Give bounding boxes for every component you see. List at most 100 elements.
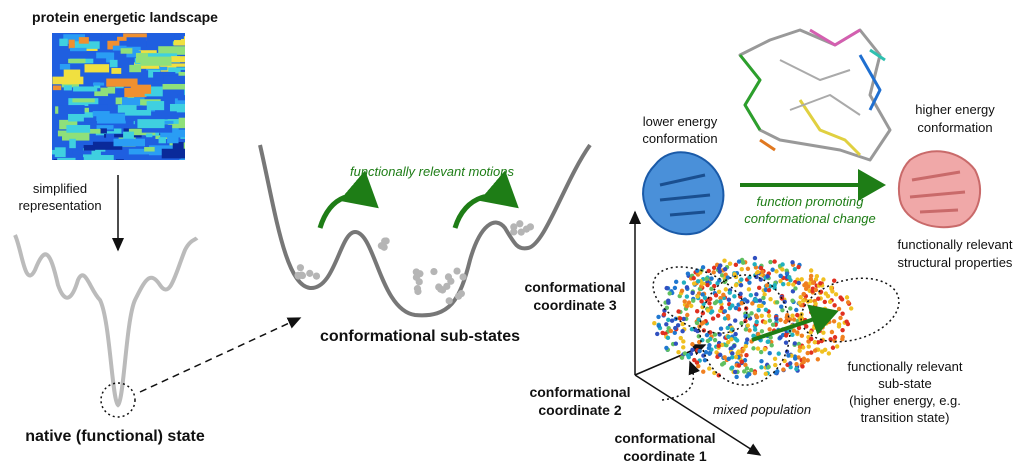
conformation-dot bbox=[834, 344, 840, 349]
conformation-dot bbox=[767, 350, 772, 356]
heat-cell bbox=[163, 75, 185, 83]
conformation-dot bbox=[808, 268, 814, 273]
conformation-dot bbox=[755, 269, 761, 275]
substate-dot bbox=[445, 297, 453, 305]
heat-cell bbox=[57, 130, 73, 137]
conformation-dot bbox=[769, 343, 774, 348]
conformation-dot bbox=[774, 316, 779, 322]
conformation-dot bbox=[689, 303, 694, 309]
heat-cell bbox=[170, 56, 185, 63]
conformation-dot bbox=[707, 351, 712, 356]
heat-cell bbox=[59, 38, 68, 47]
heat-cell bbox=[100, 128, 107, 134]
substate-dot bbox=[443, 282, 451, 290]
conformation-dot bbox=[832, 303, 837, 308]
conformation-dot bbox=[793, 356, 798, 361]
conformation-dot bbox=[718, 263, 723, 268]
conformation-dot bbox=[840, 334, 845, 340]
conformation-dot bbox=[718, 326, 724, 331]
conformation-dot bbox=[709, 276, 714, 281]
conformation-dot bbox=[800, 364, 805, 369]
conformation-dot bbox=[821, 330, 826, 335]
conformation-dot bbox=[667, 291, 672, 296]
conformation-dot bbox=[772, 356, 778, 361]
conformation-dot bbox=[718, 299, 723, 304]
conformation-dot bbox=[705, 308, 711, 313]
conformation-dot bbox=[791, 317, 797, 322]
heat-cell bbox=[94, 91, 109, 97]
conformation-dot bbox=[732, 294, 737, 299]
conformation-dot bbox=[790, 298, 795, 303]
axis-2-label: coordinate 2 bbox=[538, 402, 621, 418]
conformation-dot bbox=[796, 280, 801, 286]
conformation-dot bbox=[705, 282, 710, 288]
transition-label: simplified bbox=[33, 181, 87, 196]
heat-cell bbox=[162, 83, 185, 90]
conformation-dot bbox=[759, 329, 765, 334]
conformation-dot bbox=[682, 299, 687, 304]
higher-label: conformation bbox=[917, 120, 992, 135]
heat-cell bbox=[69, 138, 76, 149]
conformation-dot bbox=[794, 362, 799, 367]
conformation-dot bbox=[712, 337, 718, 343]
conformation-dot bbox=[781, 281, 786, 287]
conformation-dot bbox=[786, 281, 791, 287]
conformation-dot bbox=[733, 262, 739, 268]
heat-cell bbox=[113, 33, 124, 37]
conformation-dot bbox=[768, 259, 773, 265]
conformation-dot bbox=[679, 288, 685, 294]
substate-dot bbox=[382, 237, 390, 245]
heat-cell bbox=[83, 117, 96, 123]
conformation-dot bbox=[739, 321, 744, 326]
conformation-dot bbox=[826, 351, 832, 356]
conformation-dot bbox=[733, 331, 738, 337]
conformation-dot bbox=[745, 323, 751, 328]
heat-cell bbox=[70, 47, 87, 52]
conformation-dot bbox=[710, 316, 716, 321]
conformation-dot bbox=[752, 327, 758, 332]
conformation-dot bbox=[669, 318, 675, 323]
conformation-dot bbox=[806, 284, 811, 289]
conformation-dot bbox=[805, 350, 810, 356]
conformation-dot bbox=[796, 264, 801, 270]
conformation-dot bbox=[779, 304, 784, 309]
conformation-dot bbox=[774, 269, 779, 274]
conformation-dot bbox=[740, 349, 745, 354]
conformation-dot bbox=[778, 278, 783, 284]
heat-cell bbox=[178, 117, 185, 127]
conformation-dot bbox=[739, 359, 745, 365]
conformation-dot bbox=[703, 349, 709, 355]
heat-cell bbox=[184, 113, 185, 123]
conformation-dot bbox=[745, 266, 751, 271]
substate-dot bbox=[510, 228, 518, 236]
conformation-dot bbox=[673, 325, 678, 331]
conformation-dot bbox=[709, 286, 714, 292]
heat-cell bbox=[117, 33, 147, 41]
conformation-dot bbox=[832, 335, 838, 340]
heat-cell bbox=[147, 53, 178, 58]
heat-cell bbox=[180, 69, 185, 74]
motion-arrow bbox=[452, 170, 519, 229]
conformation-dot bbox=[700, 292, 705, 297]
heat-cell bbox=[54, 147, 66, 158]
conformation-dot bbox=[723, 267, 728, 272]
substate-dot bbox=[296, 264, 305, 272]
conformation-dot bbox=[694, 320, 700, 326]
simplified-landscape bbox=[13, 234, 199, 408]
conformation-dot bbox=[766, 287, 772, 293]
conformation-dot bbox=[713, 293, 719, 298]
conformation-dot bbox=[681, 316, 686, 322]
conformation-dot bbox=[694, 309, 700, 314]
conformation-dot bbox=[747, 328, 752, 333]
conformation-dot bbox=[756, 331, 761, 337]
conformation-dot bbox=[721, 360, 727, 366]
conformation-dot bbox=[797, 344, 803, 350]
conformation-dot bbox=[792, 266, 798, 272]
conformation-dot bbox=[776, 351, 781, 356]
conformation-dot bbox=[754, 292, 759, 297]
conformation-dot bbox=[762, 347, 768, 352]
conformation-dot bbox=[751, 346, 756, 351]
transition-label: representation bbox=[18, 198, 101, 213]
conformation-dot bbox=[788, 365, 793, 370]
heat-cell bbox=[68, 39, 75, 49]
